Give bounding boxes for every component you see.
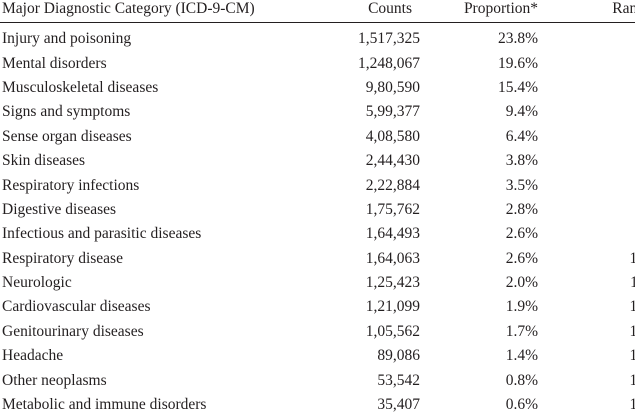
rank-cell: 16 xyxy=(629,396,635,414)
counts-cell: 2,22,884 xyxy=(365,176,420,194)
category-cell: Metabolic and immune disorders xyxy=(2,396,207,414)
category-cell: Musculoskeletal diseases xyxy=(2,78,159,96)
category-cell: Infectious and parasitic diseases xyxy=(2,225,202,243)
table-row: Signs and symptoms 5,99,377 9.4%4 xyxy=(0,100,635,124)
category-cell: Respiratory disease xyxy=(2,249,123,267)
counts-cell: 2,44,430 xyxy=(365,152,420,170)
proportion-cell: 2.8% xyxy=(505,200,538,218)
counts-cell: 1,05,562 xyxy=(365,322,420,340)
category-cell: Neurologic xyxy=(2,274,72,292)
counts-cell: 1,64,493 xyxy=(365,225,420,243)
counts-cell: 4,08,580 xyxy=(365,127,420,145)
rank-cell: 14 xyxy=(629,347,635,365)
table-row: Headache 89,086 1.4% 14 xyxy=(0,344,635,368)
category-cell: Respiratory infections xyxy=(2,176,140,194)
counts-cell: 53,542 xyxy=(377,371,420,389)
category-cell: Skin diseases xyxy=(2,152,86,170)
counts-cell: 1,64,063 xyxy=(365,249,420,267)
table-row: Sense organ diseases 4,08,580 6.4%5 xyxy=(0,125,635,149)
proportion-cell: 9.4% xyxy=(505,103,538,121)
proportion-cell: 2.0% xyxy=(505,274,538,292)
rank-cell: 9 xyxy=(538,222,635,246)
counts-cell: 1,25,423 xyxy=(365,274,420,292)
table-row: Mental disorders 1,248,067 19.6%2 xyxy=(0,51,635,75)
proportion-cell: 1.7% xyxy=(505,322,538,340)
counts-cell: 1,248,067 xyxy=(358,54,420,72)
rank-cell: 13 xyxy=(629,322,635,340)
rank-cell: 4 xyxy=(538,100,635,124)
header-category: Major Diagnostic Category (ICD-9-CM) xyxy=(0,0,320,23)
category-cell: Mental disorders xyxy=(2,54,107,72)
counts-cell: 1,517,325 xyxy=(358,30,420,48)
rank-cell: 15 xyxy=(629,371,635,389)
rank-cell: 10 xyxy=(629,249,635,267)
category-cell: Genitourinary diseases xyxy=(2,322,144,340)
rank-cell: 8 xyxy=(538,198,635,222)
proportion-cell: 3.5% xyxy=(505,176,538,194)
category-cell: Sense organ diseases xyxy=(2,127,132,145)
table-row: Digestive diseases 1,75,762 2.8%8 xyxy=(0,198,635,222)
table-row: Other neoplasms 53,542 0.8% 15 xyxy=(0,368,635,392)
counts-cell: 5,99,377 xyxy=(365,103,420,121)
rank-cell: 2 xyxy=(538,51,635,75)
proportion-cell: 0.6% xyxy=(505,396,538,414)
header-counts: Counts xyxy=(320,0,420,23)
table-row: Cardiovascular diseases 1,21,099 1.9% 12 xyxy=(0,295,635,319)
proportion-cell: 3.8% xyxy=(505,152,538,170)
counts-cell: 9,80,590 xyxy=(365,78,420,96)
header-proportion: Proportion* xyxy=(420,0,538,23)
category-cell: Headache xyxy=(2,347,64,365)
proportion-cell: 6.4% xyxy=(505,127,538,145)
rank-cell: 3 xyxy=(538,76,635,100)
table-row: Respiratory disease 1,64,063 2.6% 10 xyxy=(0,247,635,271)
table-row: Skin diseases 2,44,430 3.8%6 xyxy=(0,149,635,173)
table-row: Genitourinary diseases 1,05,562 1.7% 13 xyxy=(0,320,635,344)
table-row: Metabolic and immune disorders 35,407 0.6%… xyxy=(0,393,635,417)
rank-cell: 7 xyxy=(538,173,635,197)
proportion-cell: 15.4% xyxy=(497,78,538,96)
proportion-cell: 0.8% xyxy=(505,371,538,389)
category-cell: Other neoplasms xyxy=(2,371,107,389)
table-row: Musculoskeletal diseases 9,80,590 15.4%3 xyxy=(0,76,635,100)
counts-cell: 35,407 xyxy=(377,396,420,414)
table-header-row: Major Diagnostic Category (ICD-9-CM) Cou… xyxy=(0,0,635,23)
rank-cell: 12 xyxy=(629,298,635,316)
table-row: Injury and poisoning 1,517,325 23.8%1 xyxy=(0,23,635,52)
counts-cell: 1,75,762 xyxy=(365,200,420,218)
proportion-cell: 2.6% xyxy=(505,249,538,267)
rank-cell: 11 xyxy=(630,274,635,292)
proportion-cell: 1.4% xyxy=(505,347,538,365)
rank-cell: 5 xyxy=(538,125,635,149)
header-rank: Rank xyxy=(538,0,635,23)
counts-cell: 1,21,099 xyxy=(365,298,420,316)
table-row: Respiratory infections 2,22,884 3.5%7 xyxy=(0,173,635,197)
proportion-cell: 23.8% xyxy=(497,30,538,48)
category-cell: Signs and symptoms xyxy=(2,103,131,121)
category-cell: Cardiovascular diseases xyxy=(2,298,151,316)
proportion-cell: 2.6% xyxy=(505,225,538,243)
rank-cell: 6 xyxy=(538,149,635,173)
counts-cell: 89,086 xyxy=(377,347,420,365)
category-cell: Injury and poisoning xyxy=(2,30,132,48)
proportion-cell: 19.6% xyxy=(497,54,538,72)
rank-cell: 1 xyxy=(538,23,635,52)
category-cell: Digestive diseases xyxy=(2,200,117,218)
table-row: Infectious and parasitic diseases 1,64,49… xyxy=(0,222,635,246)
table-row: Neurologic 1,25,423 2.0% 11 xyxy=(0,271,635,295)
proportion-cell: 1.9% xyxy=(505,298,538,316)
table-body: Injury and poisoning1,517,32523.8%1Menta… xyxy=(0,23,635,418)
